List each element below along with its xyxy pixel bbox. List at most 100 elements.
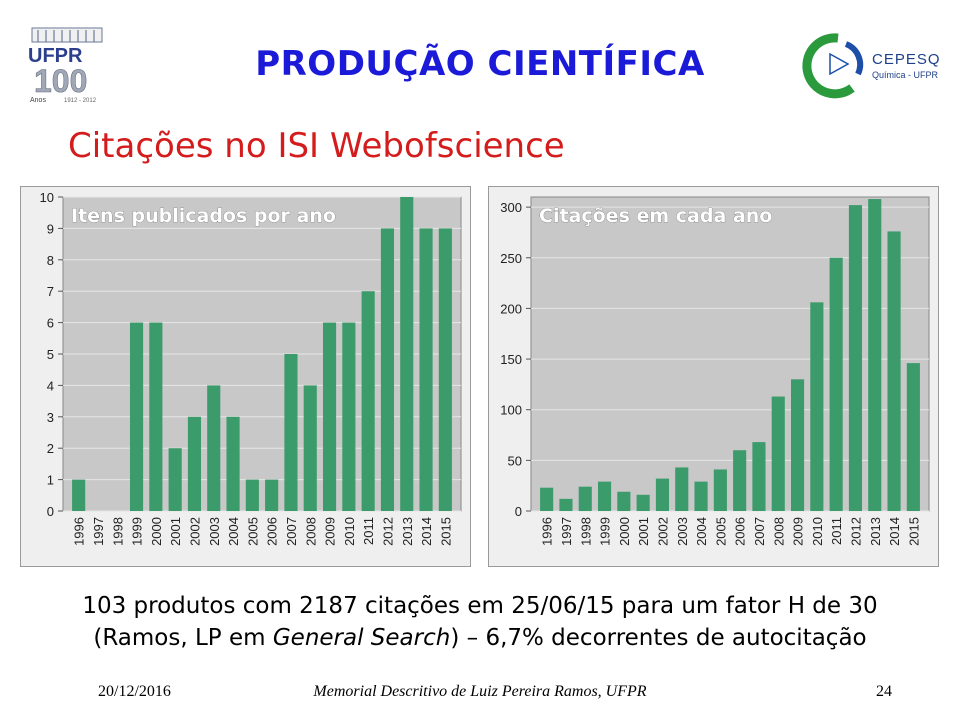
x-tick-label: 1996: [72, 517, 87, 546]
bar-1996: [72, 479, 86, 511]
x-tick-label: 2003: [675, 517, 690, 546]
x-tick-label: 2002: [187, 517, 202, 546]
y-tick-label: 200: [500, 301, 522, 316]
x-tick-label: 2015: [906, 517, 921, 546]
x-tick-label: 2014: [419, 517, 434, 546]
x-tick-label: 2006: [733, 517, 748, 546]
bar-2014: [419, 228, 433, 511]
x-tick-label: 2010: [810, 517, 825, 546]
x-tick-label: 2001: [168, 517, 183, 546]
bar-2010: [342, 322, 356, 511]
bar-2000: [617, 491, 631, 511]
x-tick-label: 2012: [380, 517, 395, 546]
cepesq-logo: CEPESQ Química - UFPR: [802, 33, 940, 99]
x-tick-label: 1997: [559, 517, 574, 546]
x-tick-label: 2009: [791, 517, 806, 546]
bar-2008: [771, 396, 785, 511]
x-tick-label: 2005: [245, 517, 260, 546]
x-tick-label: 2013: [868, 517, 883, 546]
bar-2004: [694, 481, 708, 511]
x-tick-label: 2005: [713, 517, 728, 546]
bar-2000: [149, 322, 163, 511]
x-tick-label: 2000: [149, 517, 164, 546]
x-tick-label: 2006: [265, 517, 280, 546]
bar-2001: [636, 494, 650, 511]
y-tick-label: 5: [47, 347, 54, 362]
bar-1998: [578, 486, 592, 511]
bar-2015: [438, 228, 452, 511]
bar-1997: [559, 498, 573, 511]
x-tick-label: 1997: [91, 517, 106, 546]
x-tick-label: 2001: [636, 517, 651, 546]
bar-2006: [733, 450, 747, 511]
cepesq-logo-name: CEPESQ: [872, 51, 940, 68]
bar-1996: [540, 487, 554, 511]
y-tick-label: 0: [515, 504, 522, 519]
bar-2011: [829, 257, 843, 511]
x-tick-label: 2009: [323, 517, 338, 546]
x-tick-label: 1999: [130, 517, 145, 546]
bar-2002: [655, 478, 670, 511]
y-tick-label: 9: [47, 221, 54, 236]
x-tick-label: 1996: [540, 517, 555, 546]
y-tick-label: 4: [47, 378, 54, 393]
y-tick-label: 7: [47, 284, 54, 299]
bar-2014: [887, 231, 901, 511]
chart-title: Citações em cada ano: [539, 205, 772, 227]
y-tick-label: 10: [40, 190, 54, 205]
citations-per-year-chart-svg: 0 50 100 150 200 250 300 Citações em cada ano 19…: [500, 196, 930, 546]
ufpr-100-anos-logo: UFPR 100 Anos 1912 - 2012: [28, 27, 103, 104]
ufpr-logo-years: 100: [34, 63, 87, 99]
bar-2013: [868, 199, 882, 511]
y-tick-label: 6: [47, 316, 54, 331]
chart-title: Itens publicados por ano: [71, 205, 336, 227]
x-tick-label: 2013: [400, 517, 415, 546]
bar-2001: [168, 448, 182, 511]
x-tick-label: 2004: [694, 517, 709, 546]
footer-page-number: 24: [876, 683, 892, 700]
x-tick-label: 2011: [829, 517, 844, 545]
y-tick-label: 50: [508, 453, 522, 468]
summary-line-2: (Ramos, LP em General Search) – 6,7% dec…: [0, 622, 960, 654]
bar-2004: [226, 416, 240, 511]
bar-1999: [129, 322, 144, 511]
footer-title: Memorial Descritivo de Luiz Pereira Ramo…: [313, 683, 647, 700]
bar-2008: [303, 385, 317, 511]
cepesq-logo-sub: Química - UFPR: [872, 70, 939, 80]
summary-line-2-pre: (Ramos, LP em: [93, 625, 273, 651]
y-tick-label: 0: [47, 504, 54, 519]
summary-text: 103 produtos com 2187 citações em 25/06/…: [0, 590, 960, 654]
y-tick-label: 3: [47, 410, 54, 425]
slide-title: PRODUÇÃO CIENTÍFICA: [255, 44, 705, 84]
bar-1999: [597, 481, 612, 511]
bar-2010: [810, 302, 824, 511]
x-tick-label: 1998: [110, 517, 125, 546]
x-tick-label: 2000: [617, 517, 632, 546]
items-per-year-chart-svg: 0 1 2 3 4 5 6 7 8 9 10 Itens publicados por ano 1996…: [40, 190, 462, 546]
x-tick-label: 2014: [887, 517, 902, 546]
x-tick-label: 1999: [598, 517, 613, 546]
ufpr-logo-text: UFPR: [28, 45, 83, 67]
x-tick-label: 2015: [438, 517, 453, 546]
bar-2011: [361, 291, 375, 511]
x-tick-label: 2002: [655, 517, 670, 546]
bar-2007: [284, 354, 298, 511]
bar-2012: [380, 228, 395, 511]
x-tick-label: 2011: [361, 517, 376, 545]
bar-2009: [790, 379, 805, 511]
y-tick-label: 150: [500, 352, 522, 367]
footer-date: 20/12/2016: [98, 683, 171, 700]
y-tick-label: 300: [500, 200, 522, 215]
x-tick-label: 2012: [848, 517, 863, 546]
bar-2006: [265, 479, 279, 511]
bar-2002: [187, 416, 202, 511]
x-tick-label: 2010: [342, 517, 357, 546]
x-tick-label: 1998: [578, 517, 593, 546]
items-per-year-chart: 0 1 2 3 4 5 6 7 8 9 10 Itens publicados por ano 1996…: [20, 186, 471, 567]
slide-subtitle: Citações no ISI Webofscience: [68, 126, 565, 166]
x-tick-label: 2003: [207, 517, 222, 546]
bar-2003: [207, 385, 221, 511]
x-tick-label: 2007: [752, 517, 767, 546]
summary-line-2-post: ) – 6,7% decorrentes de autocitação: [450, 625, 867, 651]
ufpr-logo-range: 1912 - 2012: [64, 98, 97, 104]
